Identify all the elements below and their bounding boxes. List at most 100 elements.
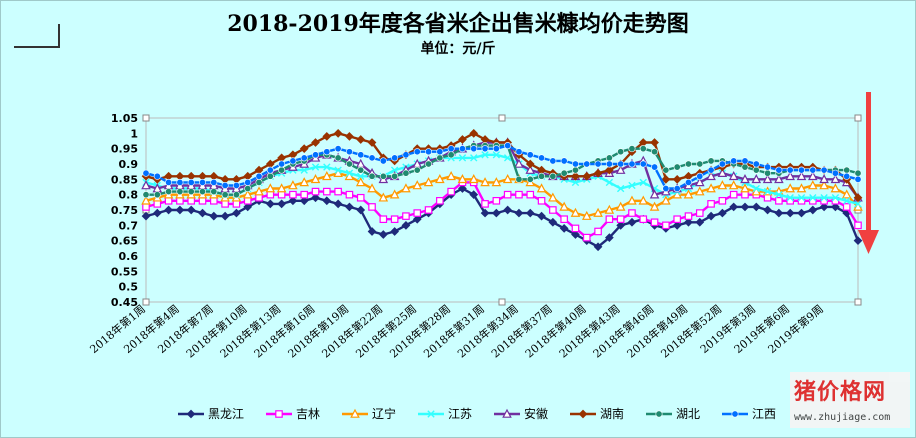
data-point [775, 197, 783, 205]
y-tick-label: 1 [130, 127, 138, 140]
data-point [458, 184, 467, 193]
data-point [707, 166, 715, 174]
arrow-shaft [866, 92, 871, 232]
legend-swatch-marker [502, 408, 512, 418]
data-point [266, 190, 275, 199]
data-point [469, 128, 479, 138]
data-point [740, 174, 750, 184]
data-point [480, 208, 490, 218]
data-point [615, 201, 626, 211]
selection-handle [142, 114, 150, 122]
data-point [423, 177, 434, 187]
data-point [786, 166, 794, 174]
data-point [581, 210, 592, 220]
data-point [210, 188, 218, 196]
data-point [413, 166, 421, 174]
legend-swatch-marker [350, 408, 360, 418]
data-point [649, 189, 660, 199]
data-point [571, 230, 580, 239]
data-point [831, 169, 839, 177]
data-point [333, 199, 343, 209]
data-point [796, 170, 807, 181]
data-point [300, 154, 308, 162]
data-point [853, 236, 863, 246]
data-point [775, 166, 783, 174]
data-point [605, 215, 614, 224]
y-tick-label: 0.55 [111, 265, 138, 278]
data-point [616, 215, 625, 224]
data-point [707, 157, 715, 165]
data-point [526, 175, 534, 183]
data-point [334, 187, 342, 196]
y-tick-label: 0.6 [119, 250, 139, 263]
data-point [649, 201, 660, 211]
data-point [300, 190, 309, 199]
data-point [276, 183, 287, 193]
data-point [843, 172, 851, 180]
data-point [651, 163, 659, 171]
data-point [175, 205, 185, 215]
data-point [684, 212, 693, 220]
data-point [515, 148, 523, 156]
data-point [593, 207, 603, 217]
data-point [457, 174, 468, 184]
data-point [210, 178, 218, 186]
data-point [447, 151, 455, 159]
data-point [684, 178, 692, 186]
data-point [232, 200, 241, 208]
data-point [696, 160, 704, 168]
data-point [662, 221, 670, 230]
data-point [774, 208, 784, 218]
data-point [718, 197, 727, 205]
data-point [299, 177, 310, 187]
data-point [796, 183, 807, 193]
arrow-head [858, 230, 879, 254]
data-point [604, 165, 614, 175]
data-point [345, 202, 354, 212]
data-point [265, 183, 276, 193]
data-point [356, 205, 366, 215]
data-point [323, 163, 331, 171]
data-point [447, 145, 455, 153]
data-point [831, 194, 840, 202]
data-point [356, 193, 365, 202]
data-point [571, 178, 580, 187]
data-point [391, 154, 399, 162]
data-point [255, 178, 263, 186]
data-point [367, 227, 377, 236]
data-point [435, 174, 445, 184]
data-point [842, 203, 851, 211]
data-point [458, 154, 467, 162]
data-point [627, 217, 637, 227]
data-point [525, 208, 535, 218]
data-point [639, 145, 647, 153]
data-point [560, 157, 568, 165]
data-point [243, 197, 252, 205]
data-point [696, 172, 704, 180]
data-point [491, 208, 501, 218]
data-point [843, 197, 851, 205]
data-point [841, 189, 852, 199]
data-point [389, 189, 400, 199]
data-point [311, 163, 320, 171]
legend-item: 江苏 [418, 407, 472, 421]
data-point [481, 151, 489, 159]
data-point [651, 148, 659, 156]
data-point [322, 196, 332, 206]
data-point [706, 211, 716, 221]
data-point [616, 184, 625, 193]
data-point [684, 217, 693, 227]
data-point [266, 172, 274, 180]
data-point [424, 206, 433, 214]
data-point [763, 205, 772, 215]
data-point [379, 215, 388, 224]
series-7 [142, 142, 862, 199]
selection-handle [854, 298, 862, 306]
data-point [492, 197, 501, 205]
data-point [186, 205, 196, 215]
data-point [593, 242, 603, 252]
data-point [718, 160, 726, 168]
data-point [311, 187, 320, 196]
data-point [345, 132, 354, 141]
data-point [345, 190, 354, 199]
